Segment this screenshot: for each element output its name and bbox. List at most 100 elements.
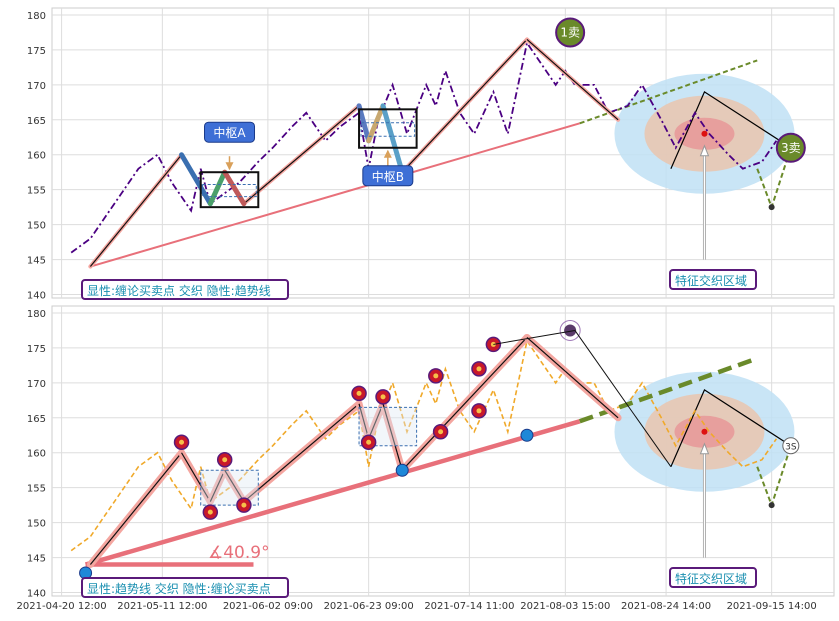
bottom-y-tick-label: 155 <box>27 484 46 495</box>
top-strokes-layer <box>88 37 621 269</box>
bottom-zone-label: 特征交织区域 <box>675 571 747 586</box>
top-trend-layer <box>90 59 758 268</box>
top-zone-label: 特征交织区域 <box>675 273 747 288</box>
top-y-tick-label: 155 <box>27 186 46 197</box>
buy-sell-point-dot <box>241 502 247 508</box>
zhongshu-label: 中枢A <box>213 125 246 140</box>
buy-sell-point-dot <box>476 408 482 414</box>
x-tick-label: 2021-09-15 14:00 <box>727 601 817 612</box>
bottom-stroke-line <box>181 452 211 502</box>
bottom-zone-stroke <box>670 388 792 467</box>
bottom-stroke-line <box>209 469 226 502</box>
top-zone-center <box>701 130 708 137</box>
top-trend-line <box>90 122 581 268</box>
top-stroke-line <box>89 154 182 267</box>
top-feature-zone <box>614 73 795 260</box>
top-y-tick-label: 170 <box>27 81 46 92</box>
buy-sell-point-dot <box>222 457 228 463</box>
buy-sell-point-dot <box>380 394 386 400</box>
bottom-feature-zone <box>614 371 795 558</box>
top-signals-layer: 1卖 3卖 <box>555 17 806 163</box>
bottom-strokes-layer <box>86 333 622 569</box>
x-tick-label: 2021-08-03 15:00 <box>520 601 610 612</box>
x-tick-label: 2021-08-24 14:00 <box>621 601 711 612</box>
bottom-zone-center <box>701 428 708 435</box>
buy-point-marker <box>395 463 409 477</box>
top-legend-text: 显性:缠论买卖点 交织 隐性:趋势线 <box>87 283 271 298</box>
sell-signal-label: 3卖 <box>781 141 801 155</box>
bottom-stroke-line <box>243 403 360 503</box>
top-y-tick-label: 145 <box>27 256 46 267</box>
top-stroke-line <box>401 39 528 173</box>
zhongshu-pointer-head <box>383 149 392 158</box>
bottom-stroke-line <box>358 403 370 439</box>
top-y-axis: 140 145 150 155 160 165 170 175 180 <box>27 11 46 302</box>
buy-point-marker <box>520 428 534 442</box>
trend-angle-label: ∡40.9° <box>208 543 270 563</box>
top-y-tick-label: 175 <box>27 46 46 57</box>
top-y-tick-label: 150 <box>27 221 46 232</box>
buy-sell-point-dot <box>356 390 362 396</box>
buy-sell-point-dot <box>207 509 213 515</box>
top-zhongshu-segment <box>380 103 405 175</box>
sell-signal-label: 1卖 <box>560 25 580 39</box>
bottom-sell-marker-ring <box>559 319 581 341</box>
top-projection-point <box>768 204 775 211</box>
zhongshu-label-box <box>204 121 256 143</box>
buy-sell-point-dot <box>179 439 185 445</box>
top-zhongshu-layer: 中枢A 中枢B <box>199 108 418 209</box>
bottom-3s-marker <box>782 437 800 455</box>
bottom-stroke-line <box>526 336 619 419</box>
top-zone-label-box <box>669 269 757 290</box>
bottom-3s-label: 3S <box>785 442 797 452</box>
zhongshu-pointer-head <box>225 162 234 171</box>
sell-signal-marker <box>775 132 806 163</box>
top-zhongshu-segment <box>179 152 213 207</box>
bottom-connector-line <box>493 329 576 345</box>
bottom-y-tick-label: 150 <box>27 519 46 530</box>
sell-signal-marker <box>555 17 586 48</box>
top-y-tick-label: 160 <box>27 151 46 162</box>
bottom-y-tick-label: 140 <box>27 589 46 600</box>
bottom-zhongshu-box <box>200 469 259 506</box>
buy-sell-point-dot <box>438 429 444 435</box>
bottom-y-tick-label: 180 <box>27 309 46 320</box>
bottom-sell-marker <box>564 324 577 337</box>
top-zhongshu-segment <box>222 169 247 207</box>
buy-sell-point-dot <box>433 373 439 379</box>
top-zone-stroke <box>670 90 792 169</box>
top-zhongshu-box <box>199 171 260 209</box>
bottom-stroke-line <box>89 452 182 565</box>
bottom-stroke-line <box>401 337 528 471</box>
x-tick-label: 2021-04-20 12:00 <box>17 601 107 612</box>
buy-sell-point-dot <box>366 439 372 445</box>
bottom-legend-text: 显性:趋势线 交织 隐性:缠论买卖点 <box>87 581 271 596</box>
bottom-zone-arrow-head <box>699 442 710 455</box>
x-tick-label: 2021-07-14 11:00 <box>424 601 514 612</box>
bottom-x-axis: 2021-04-20 12:00 2021-05-11 12:00 2021-06-… <box>17 601 817 612</box>
bottom-y-tick-label: 165 <box>27 414 46 425</box>
top-stroke-line <box>243 105 360 205</box>
buy-sell-point-dot <box>476 366 482 372</box>
bottom-y-tick-label: 170 <box>27 379 46 390</box>
bottom-stroke-line <box>224 469 245 502</box>
bottom-y-tick-label: 160 <box>27 449 46 460</box>
bottom-connector-line <box>574 330 672 468</box>
top-trend-extension <box>579 59 758 125</box>
top-zhongshu-segment <box>207 169 228 207</box>
bottom-trend-line <box>84 419 581 567</box>
bottom-zone-label-box <box>669 567 757 588</box>
top-zone-arrow-head <box>699 144 710 157</box>
bottom-y-tick-label: 145 <box>27 554 46 565</box>
top-stroke-line <box>526 38 619 121</box>
bottom-markers-layer: 3S <box>79 319 800 580</box>
x-tick-label: 2021-06-02 09:00 <box>223 601 313 612</box>
top-y-tick-label: 180 <box>27 11 46 22</box>
top-y-tick-label: 165 <box>27 116 46 127</box>
bottom-y-tick-label: 175 <box>27 344 46 355</box>
top-zhongshu-box <box>358 108 418 149</box>
x-tick-label: 2021-06-23 09:00 <box>324 601 414 612</box>
bottom-y-axis: 140 145 150 155 160 165 170 175 180 <box>27 309 46 600</box>
top-zhongshu-segment <box>356 103 372 144</box>
